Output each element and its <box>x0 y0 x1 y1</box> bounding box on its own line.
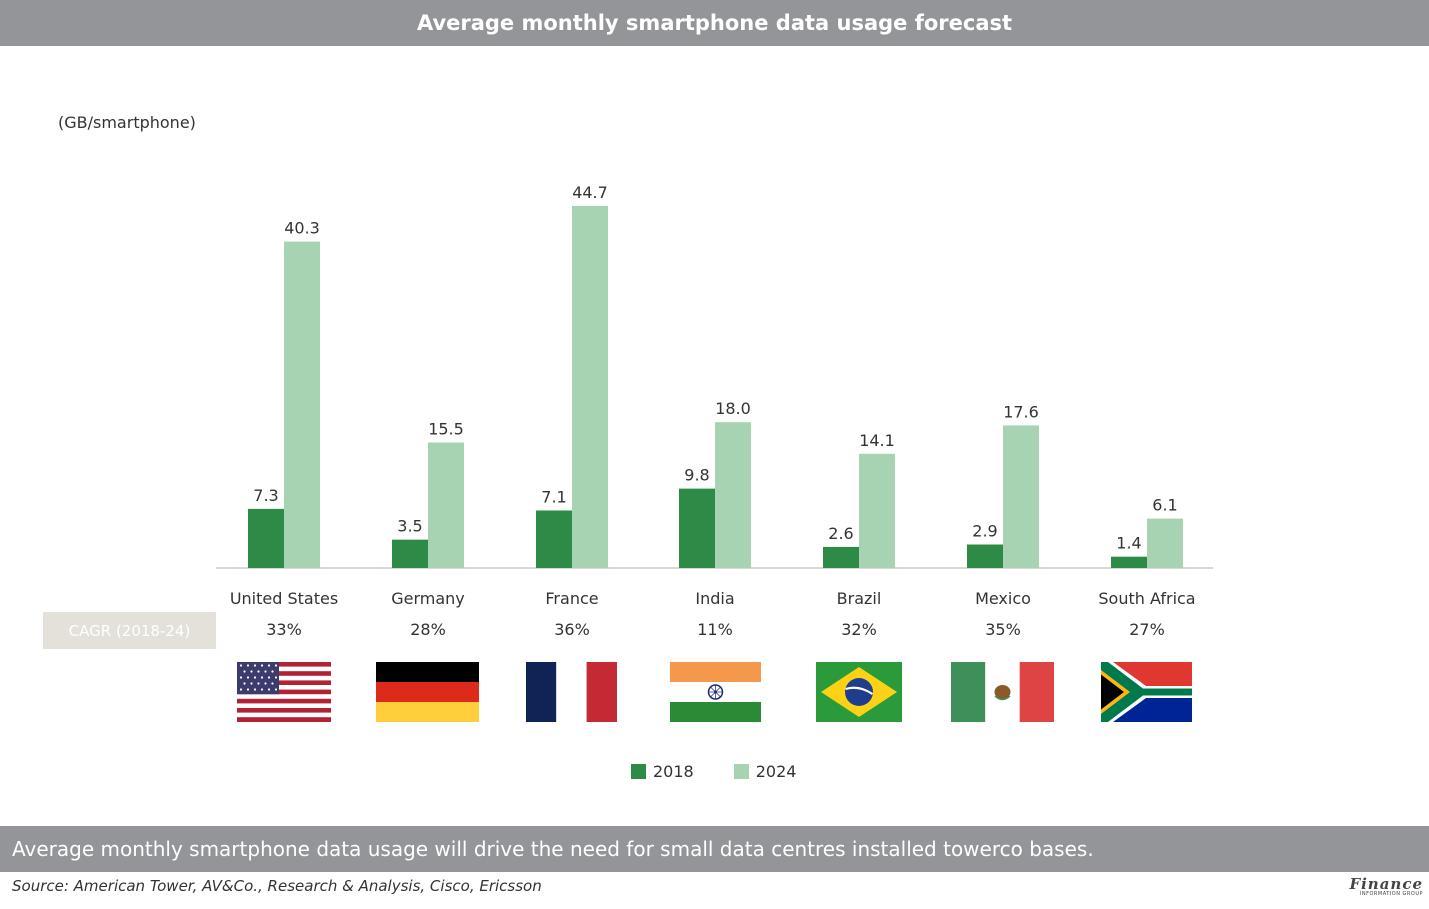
note-banner: Average monthly smartphone data usage wi… <box>0 826 1429 872</box>
value-label-mexico-2024: 17.6 <box>1003 402 1039 421</box>
value-label-germany-2024: 15.5 <box>428 419 464 438</box>
cagr-value: 35% <box>985 620 1021 639</box>
value-label-brazil-2024: 14.1 <box>859 431 895 450</box>
bar-united-states-2018 <box>248 508 284 568</box>
bar-brazil-2024 <box>859 453 895 568</box>
value-label-mexico-2018: 2.9 <box>972 522 997 541</box>
legend-swatch <box>631 764 646 779</box>
bar-mexico-2018 <box>967 544 1003 568</box>
bar-south-africa-2024 <box>1147 518 1183 568</box>
bar-france-2024 <box>572 205 608 568</box>
cagr-value: 32% <box>841 620 877 639</box>
value-label-france-2024: 44.7 <box>572 183 608 202</box>
cagr-label-box: CAGR (2018-24) <box>43 612 216 649</box>
finance-logo: Finance INFORMATION GROUP <box>1349 877 1423 897</box>
bar-germany-2018 <box>392 539 428 568</box>
india-flag-icon <box>670 662 761 722</box>
south-africa-flag-icon <box>1101 662 1192 722</box>
category-label: Germany <box>391 589 465 608</box>
chart-title: Average monthly smartphone data usage fo… <box>416 11 1013 35</box>
value-label-united-states-2024: 40.3 <box>284 219 320 238</box>
bar-brazil-2018 <box>823 546 859 568</box>
bar-france-2018 <box>536 510 572 568</box>
legend-item-2024: 2024 <box>733 762 797 781</box>
value-label-germany-2018: 3.5 <box>397 517 422 536</box>
france-flag-icon <box>526 662 617 722</box>
bar-india-2018 <box>679 488 715 568</box>
cagr-value: 36% <box>554 620 590 639</box>
category-label: Mexico <box>975 589 1031 608</box>
legend-label: 2018 <box>653 762 694 781</box>
logo-sub: INFORMATION GROUP <box>1359 891 1423 897</box>
cagr-value: 27% <box>1129 620 1165 639</box>
value-label-france-2018: 7.1 <box>541 487 566 506</box>
value-label-south-africa-2018: 1.4 <box>1116 534 1141 553</box>
value-label-india-2018: 9.8 <box>684 466 709 485</box>
value-label-united-states-2018: 7.3 <box>253 486 278 505</box>
category-label: United States <box>230 589 338 608</box>
bar-germany-2024 <box>428 442 464 568</box>
category-label: South Africa <box>1098 589 1195 608</box>
cagr-label: CAGR (2018-24) <box>68 621 191 640</box>
legend-item-2018: 2018 <box>631 762 694 781</box>
bar-chart: 7.3 40.3 United States 3.5 15.5 Germany 7.1 44.… <box>216 183 1213 608</box>
bar-south-africa-2018 <box>1111 556 1147 568</box>
chart-title-banner: Average monthly smartphone data usage fo… <box>0 0 1429 46</box>
source-text: Source: American Tower, AV&Co., Research… <box>12 877 542 895</box>
category-label: France <box>545 589 598 608</box>
bar-united-states-2024 <box>284 241 320 568</box>
cagr-value: 11% <box>697 620 733 639</box>
mexico-flag-icon <box>951 662 1054 722</box>
value-label-india-2024: 18.0 <box>715 399 751 418</box>
cagr-value: 28% <box>410 620 446 639</box>
category-label: India <box>695 589 734 608</box>
brazil-flag-icon <box>816 662 902 722</box>
logo-main: Finance <box>1349 875 1423 893</box>
legend-label: 2024 <box>755 762 797 781</box>
cagr-value: 33% <box>266 620 302 639</box>
bar-mexico-2024 <box>1003 425 1039 568</box>
note-text: Average monthly smartphone data usage wi… <box>12 837 1094 861</box>
bar-india-2024 <box>715 422 751 568</box>
value-label-south-africa-2024: 6.1 <box>1152 496 1177 515</box>
value-label-brazil-2018: 2.6 <box>828 524 853 543</box>
chart-legend: 2018 2024 <box>631 762 836 781</box>
germany-flag-icon <box>376 662 479 722</box>
us-flag-icon <box>237 662 331 722</box>
legend-swatch <box>733 764 749 779</box>
category-label: Brazil <box>837 589 882 608</box>
unit-label: (GB/smartphone) <box>58 113 196 132</box>
